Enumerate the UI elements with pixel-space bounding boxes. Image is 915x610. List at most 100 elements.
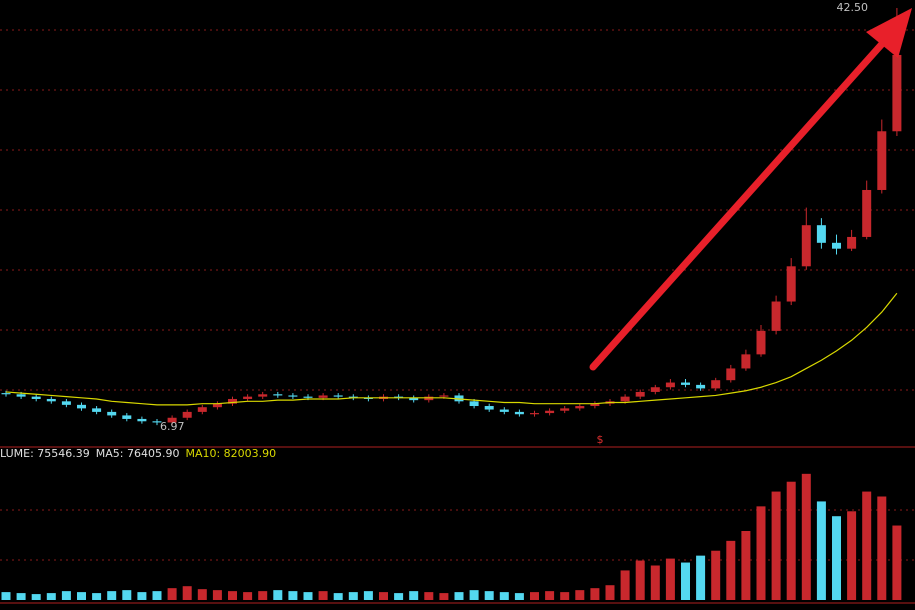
candle-body <box>635 391 645 397</box>
candle-body <box>122 415 132 419</box>
volume-bar <box>348 592 358 600</box>
candle-body <box>696 384 706 389</box>
volume-bar <box>590 588 600 600</box>
volume-bar <box>847 511 857 600</box>
volume-bar <box>46 593 56 600</box>
volume-bar <box>92 593 102 600</box>
volume-bar <box>469 590 479 600</box>
volume-bar <box>816 501 826 600</box>
candle-body <box>16 394 26 397</box>
candle-body <box>77 404 86 409</box>
min-label: 6.97 <box>160 420 185 433</box>
volume-bar <box>665 558 675 600</box>
volume-bar <box>16 593 26 600</box>
candle-body <box>575 406 585 409</box>
volume-bar <box>681 562 690 600</box>
volume-bar <box>786 481 796 600</box>
candle-body <box>771 301 781 331</box>
volume-bar <box>243 592 253 600</box>
candle-body <box>31 396 41 399</box>
volume-bar <box>273 590 283 600</box>
candle-body <box>741 354 751 369</box>
candle-body <box>816 225 826 243</box>
arrow-head <box>866 8 912 58</box>
candle-body <box>92 408 102 412</box>
volume-bar <box>877 496 887 600</box>
volume-bar <box>122 590 132 600</box>
volume-bar <box>182 586 192 600</box>
candle-body <box>318 395 328 398</box>
volume-legend: MA5: 76405.90 <box>96 447 180 460</box>
volume-bar <box>363 591 373 600</box>
volume-bar <box>650 565 660 600</box>
candle-body <box>650 387 660 392</box>
candle-body <box>514 411 524 415</box>
volume-bar <box>832 516 841 600</box>
marker-label: $ <box>597 433 604 446</box>
candle-body <box>258 394 268 397</box>
candle-body <box>243 396 253 399</box>
candle-body <box>620 396 630 402</box>
max-label: 42.50 <box>837 1 869 14</box>
candle-body <box>877 131 887 190</box>
volume-bar <box>514 593 524 600</box>
volume-bar <box>756 506 766 600</box>
candle-body <box>61 401 71 405</box>
candle-body <box>288 395 298 397</box>
volume-bar <box>61 591 71 600</box>
candle-body <box>469 401 479 407</box>
candle-body <box>801 225 811 267</box>
volume-bar <box>726 540 736 600</box>
volume-bar <box>409 591 419 600</box>
arrow-shaft <box>589 31 894 371</box>
volume-bar <box>212 590 222 600</box>
volume-bar <box>560 592 570 600</box>
volume-bar <box>197 589 207 600</box>
volume-bar <box>801 473 811 600</box>
volume-bar <box>228 591 237 600</box>
candle-body <box>484 406 494 410</box>
candle-body <box>1 393 11 395</box>
marks <box>1 7 902 600</box>
candle-body <box>212 403 222 408</box>
volume-bar <box>137 592 147 600</box>
volume-bar <box>499 592 509 600</box>
candle-body <box>756 330 766 355</box>
candle-body <box>786 266 796 302</box>
candle-body <box>409 397 419 401</box>
candle-body <box>439 395 449 397</box>
volume-bar <box>696 555 706 600</box>
volume-bar <box>258 591 268 600</box>
volume-bar <box>741 531 751 600</box>
volume-bar <box>31 594 41 600</box>
volume-bar <box>454 592 464 600</box>
candle-body <box>107 411 117 416</box>
volume-bar <box>379 592 388 600</box>
candle-body <box>303 396 313 398</box>
volume-bar <box>892 525 902 600</box>
volume-bar <box>862 491 872 600</box>
candle-body <box>273 394 283 396</box>
volume-bar <box>711 550 721 600</box>
candle-body <box>499 409 509 412</box>
candle-body <box>228 398 237 404</box>
candle-body <box>862 189 872 237</box>
volume-bar <box>620 570 630 600</box>
volume-bar <box>394 593 404 600</box>
candle-body <box>726 368 736 381</box>
volume-bar <box>424 592 434 600</box>
candle-body <box>152 421 162 423</box>
candle-body <box>182 411 192 418</box>
volume-bar <box>152 591 162 600</box>
candle-body <box>197 407 207 412</box>
candle-body <box>530 413 539 415</box>
volume-bar <box>575 590 585 600</box>
volume-bar <box>1 592 11 600</box>
candle-body <box>46 398 56 402</box>
volume-bar <box>635 560 645 600</box>
volume-bar <box>439 593 449 600</box>
volume-bar <box>605 585 615 600</box>
volume-bar <box>288 591 298 600</box>
candle-body <box>333 395 343 397</box>
